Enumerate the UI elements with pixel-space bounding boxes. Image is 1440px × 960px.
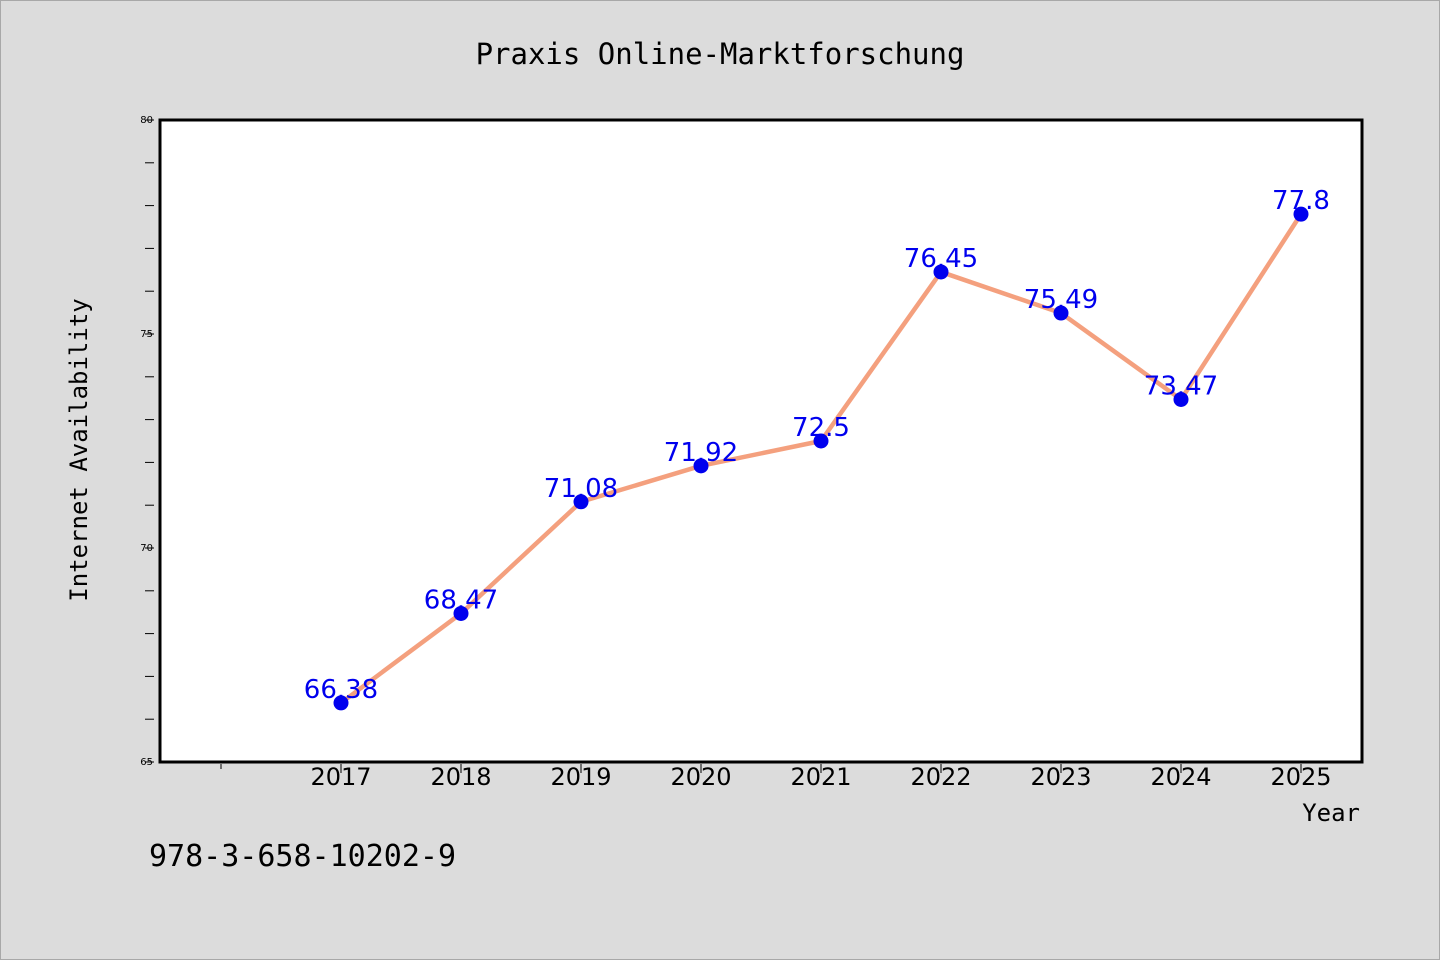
data-label: 77.8 [1272,186,1330,216]
data-label: 71.08 [544,474,618,504]
data-point [453,605,469,621]
data-point [693,458,709,474]
x-tick-label: 2021 [790,763,851,791]
series-layer: 66.38 68.47 71.08 71.92 72.5 76.45 75.49 73.47 7… [304,186,1330,711]
y-tick-label: 70 [140,543,153,554]
footer-text: 978-3-658-10202-9 [149,839,456,874]
data-point [1293,206,1309,222]
data-label: 75.49 [1024,285,1098,315]
data-label: 68.47 [424,585,498,615]
data-label: 76.45 [904,244,978,274]
y-tick-label: 75 [140,329,153,340]
x-tick-label: 2019 [550,763,611,791]
data-point [573,494,589,510]
y-tick-label: 80 [140,115,153,126]
data-point [333,695,349,711]
data-label: 66.38 [304,675,378,705]
x-axis-label: Year [1302,799,1360,827]
data-label: 73.47 [1144,371,1218,401]
x-tick-label: 2022 [910,763,971,791]
x-tick-label: 2020 [670,763,731,791]
data-label: 72.5 [792,413,850,443]
data-label: 71.92 [664,438,738,468]
x-tick-label: 2024 [1150,763,1211,791]
x-axis: 2017 2018 2019 2020 2021 2022 2023 2024 2025 [220,763,1332,791]
x-tick-label: 2025 [1270,763,1331,791]
y-axis: 65 70 75 80 [140,115,154,768]
data-point [813,433,829,449]
y-tick-label: 65 [140,757,153,768]
x-tick-label: 2018 [430,763,491,791]
x-tick-label: 2023 [1030,763,1091,791]
data-point [1053,305,1069,321]
chart-title: Praxis Online-Marktforschung [476,37,965,71]
data-point [933,264,949,280]
data-point [1173,391,1189,407]
y-axis-label: Internet Availability [65,298,93,601]
plot-area [158,118,1364,764]
x-tick-label: 2017 [310,763,371,791]
